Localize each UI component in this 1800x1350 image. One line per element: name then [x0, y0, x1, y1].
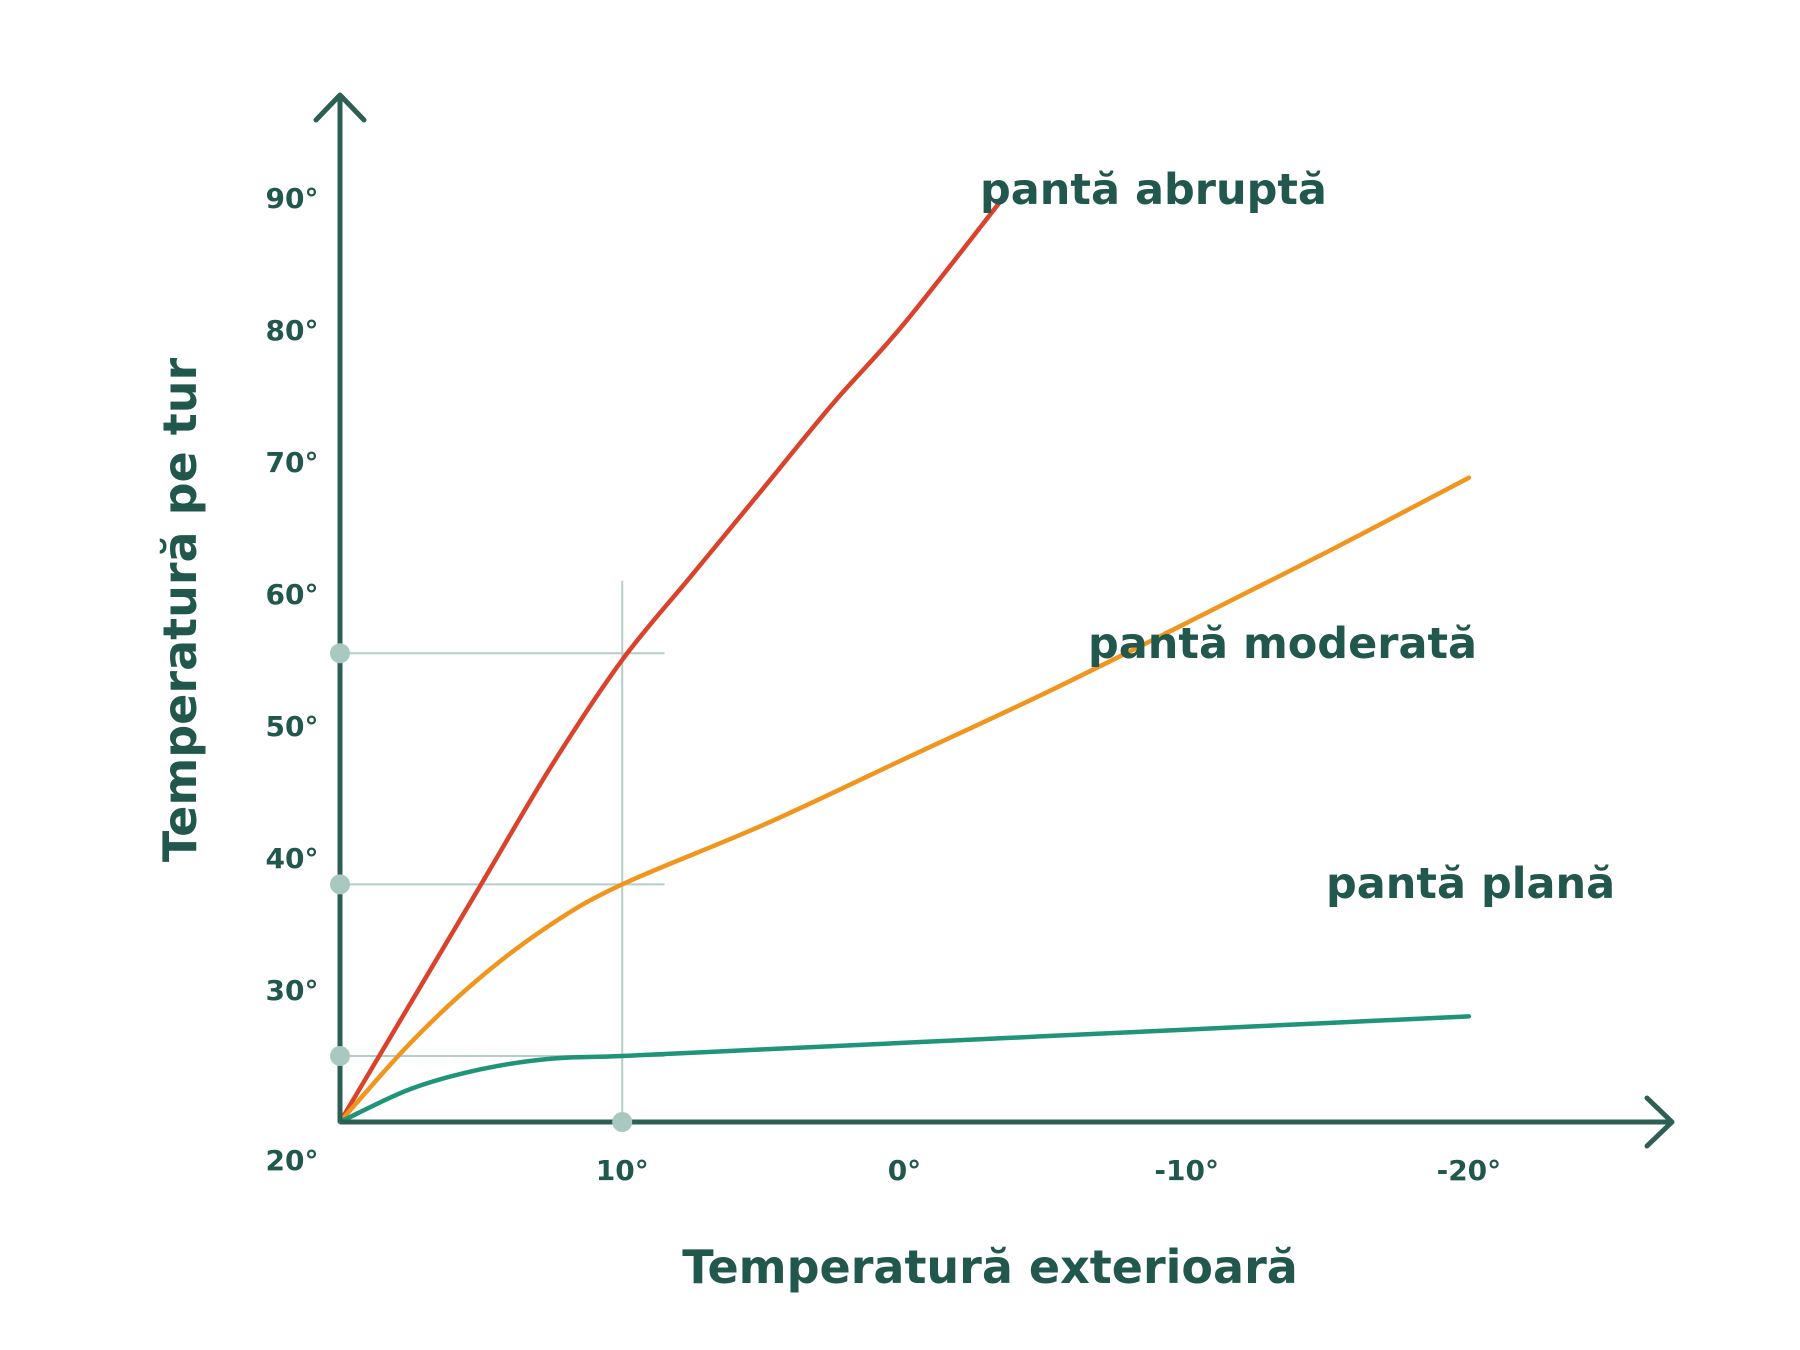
x-axis-arrowhead [1644, 1095, 1675, 1149]
y-tick-label: 40° [266, 842, 319, 875]
x-tick-label: -20° [1437, 1154, 1502, 1187]
series-line-1 [337, 475, 1472, 1125]
y-tick-label: 90° [266, 182, 319, 215]
ref-marker-y-1 [330, 874, 350, 895]
x-tick-label: 0° [888, 1154, 921, 1187]
y-tick-label: 30° [266, 974, 319, 1007]
y-axis-title: Temperatură pe tur [153, 358, 207, 863]
ref-marker-y-2 [330, 1045, 350, 1066]
series-label-flat: pantă plană [1326, 859, 1615, 909]
y-tick-labels: 30° 40° 50° 60° 70° 80° 90° [266, 182, 319, 1007]
axes [313, 92, 1675, 1149]
x-tick-label: 20° [266, 1144, 319, 1177]
x-tick-labels: 20° 10° 0° -10° -20° [266, 1144, 1502, 1187]
series-line-2 [337, 1014, 1472, 1125]
series-lines [337, 195, 1472, 1125]
y-tick-label: 80° [266, 314, 319, 347]
y-axis-arrowhead [313, 92, 367, 123]
y-tick-label: 70° [266, 446, 319, 479]
x-tick-label: 10° [596, 1154, 649, 1187]
series-line-0 [337, 195, 1006, 1125]
x-tick-label: -10° [1154, 1154, 1219, 1187]
ref-marker-y-0 [330, 643, 350, 664]
ref-marker-x [612, 1112, 633, 1132]
ref-markers [330, 643, 633, 1132]
series-label-steep: pantă abruptă [980, 165, 1327, 215]
x-axis-title: Temperatură exterioară [682, 1240, 1298, 1294]
y-tick-label: 50° [266, 710, 319, 743]
series-label-moderate: pantă moderată [1088, 619, 1477, 669]
y-tick-label: 60° [266, 578, 319, 611]
